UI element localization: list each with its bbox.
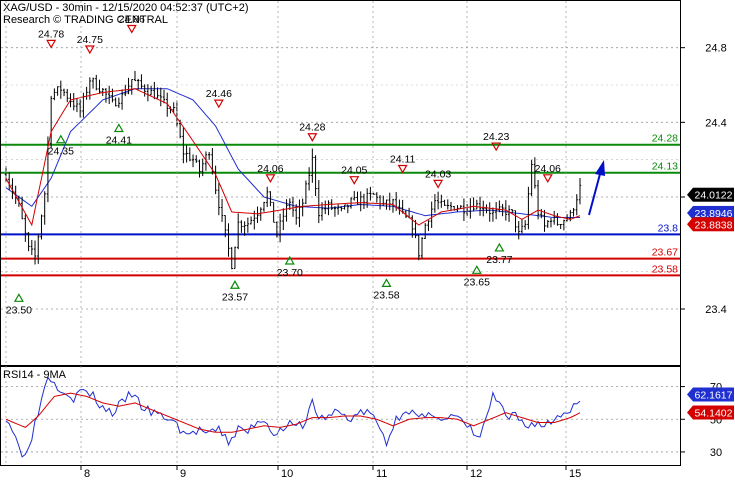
ma-slow-label-bg <box>693 205 734 220</box>
x-axis-label: 11 <box>376 468 387 480</box>
last-price-label: 24.0122 <box>695 190 733 202</box>
rsi-value-label-bg <box>693 387 734 402</box>
rsi-ma-value-label-pointer <box>687 405 693 420</box>
trough-marker <box>113 123 124 133</box>
peak-marker <box>84 45 95 55</box>
level-label: 23.58 <box>652 263 678 275</box>
peak-marker <box>397 164 408 174</box>
trough-marker <box>381 278 392 287</box>
peak-marker <box>307 133 318 142</box>
price-axis-label: 23.4 <box>705 304 726 316</box>
trough-label: 24.35 <box>48 146 74 158</box>
peak-marker <box>265 174 276 184</box>
support-resistance-levels: 24.28 24.13 23.8 23.67 23.58 <box>1 133 680 277</box>
trough-label: 23.70 <box>277 267 303 279</box>
peak-marker <box>213 99 224 109</box>
peak-label: 24.86 <box>119 13 145 25</box>
peak-marker <box>542 174 553 184</box>
rsi-value-label-pointer <box>687 387 693 402</box>
level-label: 24.13 <box>652 161 678 173</box>
price-axis-label: 24.4 <box>705 117 726 129</box>
peak-trough-annotations: 24.78 24.75 24.86 24.46 24.28 24.06 24.05 24.11… <box>6 13 561 316</box>
price-axis-label: 24.8 <box>705 43 726 55</box>
trough-marker <box>55 134 66 144</box>
last-price-label-bg <box>693 187 734 202</box>
price-panel-frame <box>0 0 681 366</box>
rsi-ma-line <box>5 392 581 433</box>
peak-label: 24.05 <box>341 165 367 177</box>
peak-label: 24.75 <box>77 34 103 46</box>
peak-label: 24.11 <box>390 153 416 165</box>
peak-marker <box>349 176 360 185</box>
forecast-arrow-shaft <box>588 173 601 216</box>
trough-marker <box>229 280 240 289</box>
trough-label: 23.57 <box>222 291 248 303</box>
rsi-axis-label: 30 <box>710 447 722 459</box>
rsi-title: RSI14 - 9MA <box>3 369 67 381</box>
peak-marker <box>126 24 137 34</box>
peak-label: 24.23 <box>483 131 509 143</box>
x-axis-label: 9 <box>180 468 186 480</box>
ma-fast-label-pointer <box>687 217 693 232</box>
moving-average-fast <box>5 88 581 227</box>
level-label: 24.28 <box>652 133 678 145</box>
ma-fast-label: 23.8838 <box>695 219 733 231</box>
level-label: 23.8 <box>658 222 679 234</box>
trough-marker <box>471 265 482 274</box>
trough-label: 23.65 <box>464 276 490 288</box>
peak-label: 24.03 <box>425 168 451 180</box>
level-label: 23.67 <box>652 247 678 259</box>
ma-fast-label-bg <box>693 217 734 232</box>
rsi-grid <box>1 386 680 453</box>
trough-label: 23.58 <box>373 289 399 301</box>
peak-label: 24.46 <box>206 88 232 100</box>
trough-label: 24.41 <box>106 134 132 146</box>
trough-marker <box>494 242 505 252</box>
x-axis-label: 10 <box>281 468 293 480</box>
peak-label: 24.06 <box>257 163 283 175</box>
trough-marker <box>13 293 24 302</box>
last-price-label-pointer <box>687 187 693 202</box>
rsi-ma-value-label: 54.1402 <box>695 408 733 420</box>
peak-label: 24.06 <box>535 163 561 175</box>
ma-slow-label: 23.8946 <box>695 208 733 220</box>
trough-label: 23.77 <box>486 254 512 266</box>
peak-marker <box>433 179 444 189</box>
rsi-right-axis-value-labels: 62.1617 54.1402 <box>687 387 734 420</box>
peak-label: 24.78 <box>38 28 64 40</box>
chart-subtitle: Research © TRADING CENTRAL <box>3 14 168 26</box>
peak-marker <box>46 39 57 49</box>
forecast-arrow-head <box>595 160 605 176</box>
forecast-arrow <box>588 160 605 216</box>
peak-marker <box>491 142 502 152</box>
chart-title: XAG/USD - 30min - 12/15/2020 04:52:37 (U… <box>3 2 248 14</box>
rsi-value-label: 62.1617 <box>695 390 733 402</box>
x-axis-label: 12 <box>470 468 482 480</box>
time-x-axis: 8 9 10 11 12 15 <box>0 1 681 480</box>
price-grid <box>1 47 680 310</box>
peak-label: 24.28 <box>299 122 325 134</box>
trough-marker <box>284 255 295 265</box>
x-axis-label: 8 <box>84 468 90 480</box>
rsi-ma-value-label-bg <box>693 405 734 420</box>
trough-label: 23.50 <box>6 304 32 316</box>
ma-slow-label-pointer <box>687 205 693 220</box>
x-axis-label: 15 <box>569 468 581 480</box>
